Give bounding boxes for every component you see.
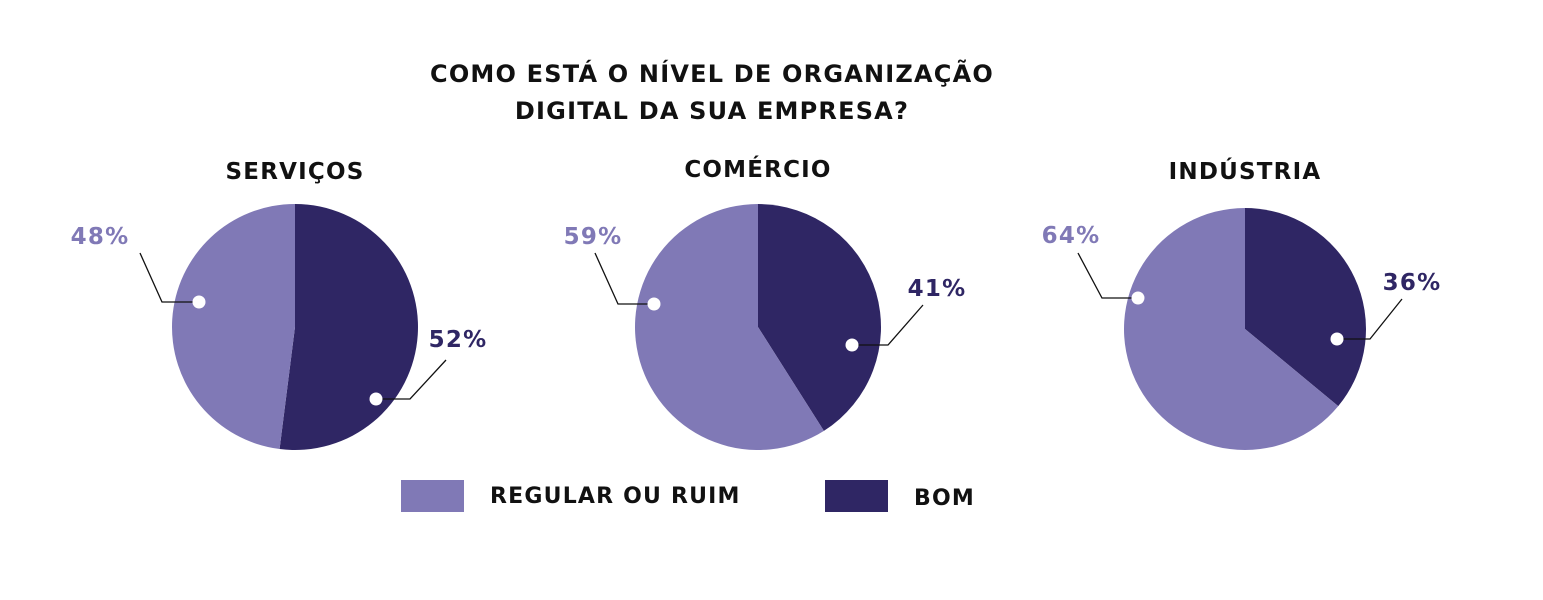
- pie-slice-comercio-regular-ou-ruim: [634, 204, 824, 451]
- leader-dot-servicos-bom: [369, 392, 383, 406]
- leader-line-industria-bom: [1337, 298, 1403, 340]
- pie-servicos: SERVIÇOS 48% 52%: [71, 159, 488, 450]
- legend-swatch-bom: [825, 480, 888, 512]
- pie-industria: INDÚSTRIA 64% 36%: [1042, 157, 1442, 451]
- chart-title-line-1: COMO ESTÁ O NÍVEL DE ORGANIZAÇÃO: [430, 59, 994, 88]
- leader-line-comercio-regular-ou-ruim: [594, 252, 654, 305]
- pies-group: SERVIÇOS 48% 52% COMÉRCIO 59% 41% INDÚSTRIA 64%…: [71, 155, 1442, 451]
- data-label-comercio-regular-ou-ruim: 59%: [564, 224, 623, 250]
- leader-dot-industria-regular-ou-ruim: [1131, 291, 1145, 305]
- pie-title-industria: INDÚSTRIA: [1169, 157, 1322, 185]
- data-label-servicos-bom: 52%: [429, 327, 488, 353]
- legend-item-regular-ou-ruim: REGULAR OU RUIM: [401, 480, 741, 512]
- pie-title-comercio: COMÉRCIO: [684, 155, 831, 183]
- pie-slice-industria-bom: [1245, 208, 1366, 407]
- legend-swatch-regular-ou-ruim: [401, 480, 464, 512]
- data-label-comercio-bom: 41%: [908, 276, 967, 302]
- pie-title-servicos: SERVIÇOS: [226, 159, 365, 185]
- pie-slice-servicos-bom: [279, 204, 418, 450]
- leader-line-servicos-regular-ou-ruim: [139, 252, 199, 303]
- legend-label-bom: BOM: [914, 486, 975, 511]
- legend: REGULAR OU RUIM BOM: [401, 480, 975, 512]
- data-label-servicos-regular-ou-ruim: 48%: [71, 224, 130, 250]
- leader-dot-comercio-regular-ou-ruim: [647, 297, 661, 311]
- leader-line-industria-regular-ou-ruim: [1077, 252, 1138, 299]
- pie-slice-servicos-regular-ou-ruim: [171, 203, 295, 450]
- leader-dot-industria-bom: [1330, 332, 1344, 346]
- leader-dot-comercio-bom: [845, 338, 859, 352]
- pie-slice-comercio-bom: [758, 204, 881, 431]
- pie-slice-industria-regular-ou-ruim: [1123, 208, 1339, 451]
- chart-title-line-2: DIGITAL DA SUA EMPRESA?: [515, 97, 909, 125]
- pie-comercio: COMÉRCIO 59% 41%: [564, 155, 967, 451]
- data-label-industria-regular-ou-ruim: 64%: [1042, 223, 1101, 249]
- leader-line-servicos-bom: [376, 359, 447, 400]
- data-label-industria-bom: 36%: [1383, 270, 1442, 296]
- leader-line-comercio-bom: [852, 304, 924, 346]
- leader-dot-servicos-regular-ou-ruim: [192, 295, 206, 309]
- legend-item-bom: BOM: [825, 480, 975, 512]
- legend-label-regular-ou-ruim: REGULAR OU RUIM: [490, 484, 741, 509]
